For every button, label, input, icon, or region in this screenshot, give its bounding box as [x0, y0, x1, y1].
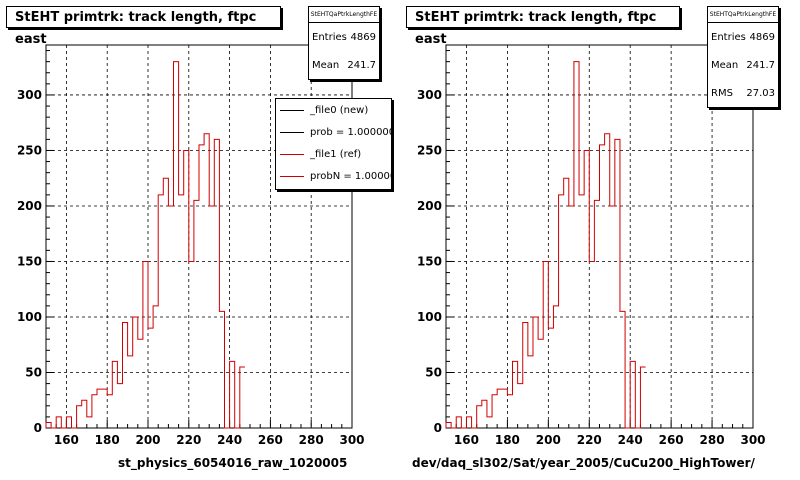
- left-y-tick-label: 300: [17, 88, 42, 102]
- left-x-tick-label: 280: [299, 433, 324, 447]
- left-stats-box: StEHTQaPtrkLengthFE Entries 4869 Mean 24…: [308, 6, 380, 80]
- left-stats-mean-label: Mean: [312, 59, 340, 71]
- right-stats-row-mean: Mean 241.7: [708, 51, 778, 79]
- left-x-tick-label: 160: [54, 433, 79, 447]
- right-stats-rms-label: RMS: [711, 87, 733, 99]
- left-y-tick-label: 150: [17, 254, 42, 268]
- right-x-tick-label: 260: [659, 433, 684, 447]
- right-chart-panel: StEHT primtrk: track length, ftpc east S…: [400, 0, 800, 480]
- left-y-tick-label: 100: [17, 310, 42, 324]
- left-stats-row-entries: Entries 4869: [309, 23, 379, 51]
- left-x-tick-label: 180: [95, 433, 120, 447]
- right-stats-mean-label: Mean: [711, 59, 739, 71]
- right-y-tick-label: 50: [425, 365, 442, 379]
- left-histogram-series: [45, 61, 245, 429]
- left-stats-mean-value: 241.7: [347, 59, 376, 71]
- left-x-tick-label: 300: [339, 433, 364, 447]
- right-stats-row-rms: RMS 27.03: [708, 79, 778, 107]
- right-y-tick-label: 200: [417, 199, 442, 213]
- legend-text-file1: _file1 (ref): [310, 148, 362, 160]
- right-x-tick-label: 180: [495, 433, 520, 447]
- legend-line-red: [280, 175, 304, 177]
- left-stats-entries-value: 4869: [350, 31, 376, 43]
- left-x-tick-label: 220: [176, 433, 201, 447]
- legend-entry-prob: prob = 1.000000: [276, 121, 391, 143]
- legend-text-prob: prob = 1.000000: [310, 126, 392, 138]
- left-legend: _file0 (new) prob = 1.000000 _file1 (ref…: [275, 98, 392, 190]
- left-stats-entries-label: Entries: [312, 31, 347, 43]
- right-stats-entries-value: 4869: [749, 31, 775, 43]
- legend-text-file0: _file0 (new): [310, 104, 369, 116]
- right-stats-entries-label: Entries: [711, 31, 746, 43]
- legend-line-black: [280, 109, 304, 111]
- left-x-tick-label: 260: [258, 433, 283, 447]
- right-x-tick-label: 160: [454, 433, 479, 447]
- legend-entry-file1: _file1 (ref): [276, 143, 391, 165]
- right-x-tick-label: 300: [740, 433, 765, 447]
- right-x-axis-label: dev/daq_sl302/Sat/year_2005/CuCu200_High…: [412, 456, 755, 470]
- left-x-tick-label: 200: [135, 433, 160, 447]
- legend-line-black: [280, 131, 304, 133]
- right-histogram-series: [445, 61, 646, 429]
- right-stats-mean-value: 241.7: [746, 59, 775, 71]
- left-y-tick-label: 200: [17, 199, 42, 213]
- right-stats-header: StEHTQaPtrkLengthFE: [708, 7, 778, 23]
- left-stats-row-mean: Mean 241.7: [309, 51, 379, 79]
- right-y-tick-label: 150: [417, 254, 442, 268]
- left-y-tick-label: 250: [17, 143, 42, 157]
- legend-text-probn: probN = 1.000000: [310, 170, 391, 182]
- right-stats-rms-value: 27.03: [746, 87, 775, 99]
- right-y-tick-label: 300: [417, 88, 442, 102]
- left-x-axis-label: st_physics_6054016_raw_1020005: [118, 456, 348, 470]
- right-x-tick-label: 200: [536, 433, 561, 447]
- right-stats-row-entries: Entries 4869: [708, 23, 778, 51]
- left-y-tick-label: 50: [25, 365, 42, 379]
- right-x-tick-label: 240: [618, 433, 643, 447]
- left-y-tick-label: 0: [34, 421, 42, 435]
- right-x-tick-label: 220: [577, 433, 602, 447]
- right-y-tick-label: 100: [417, 310, 442, 324]
- left-stats-header: StEHTQaPtrkLengthFE: [309, 7, 379, 23]
- left-chart-title: StEHT primtrk: track length, ftpc east: [6, 6, 281, 47]
- right-chart-title: StEHT primtrk: track length, ftpc east: [406, 6, 680, 47]
- right-stats-box: StEHTQaPtrkLengthFE Entries 4869 Mean 24…: [707, 6, 779, 108]
- legend-entry-file0: _file0 (new): [276, 99, 391, 121]
- left-chart-panel: StEHT primtrk: track length, ftpc east S…: [6, 6, 392, 470]
- right-y-tick-label: 250: [417, 143, 442, 157]
- right-y-tick-label: 0: [434, 421, 442, 435]
- legend-entry-probn: probN = 1.000000: [276, 165, 391, 187]
- right-x-tick-label: 280: [700, 433, 725, 447]
- legend-line-red: [280, 153, 304, 155]
- left-x-tick-label: 240: [217, 433, 242, 447]
